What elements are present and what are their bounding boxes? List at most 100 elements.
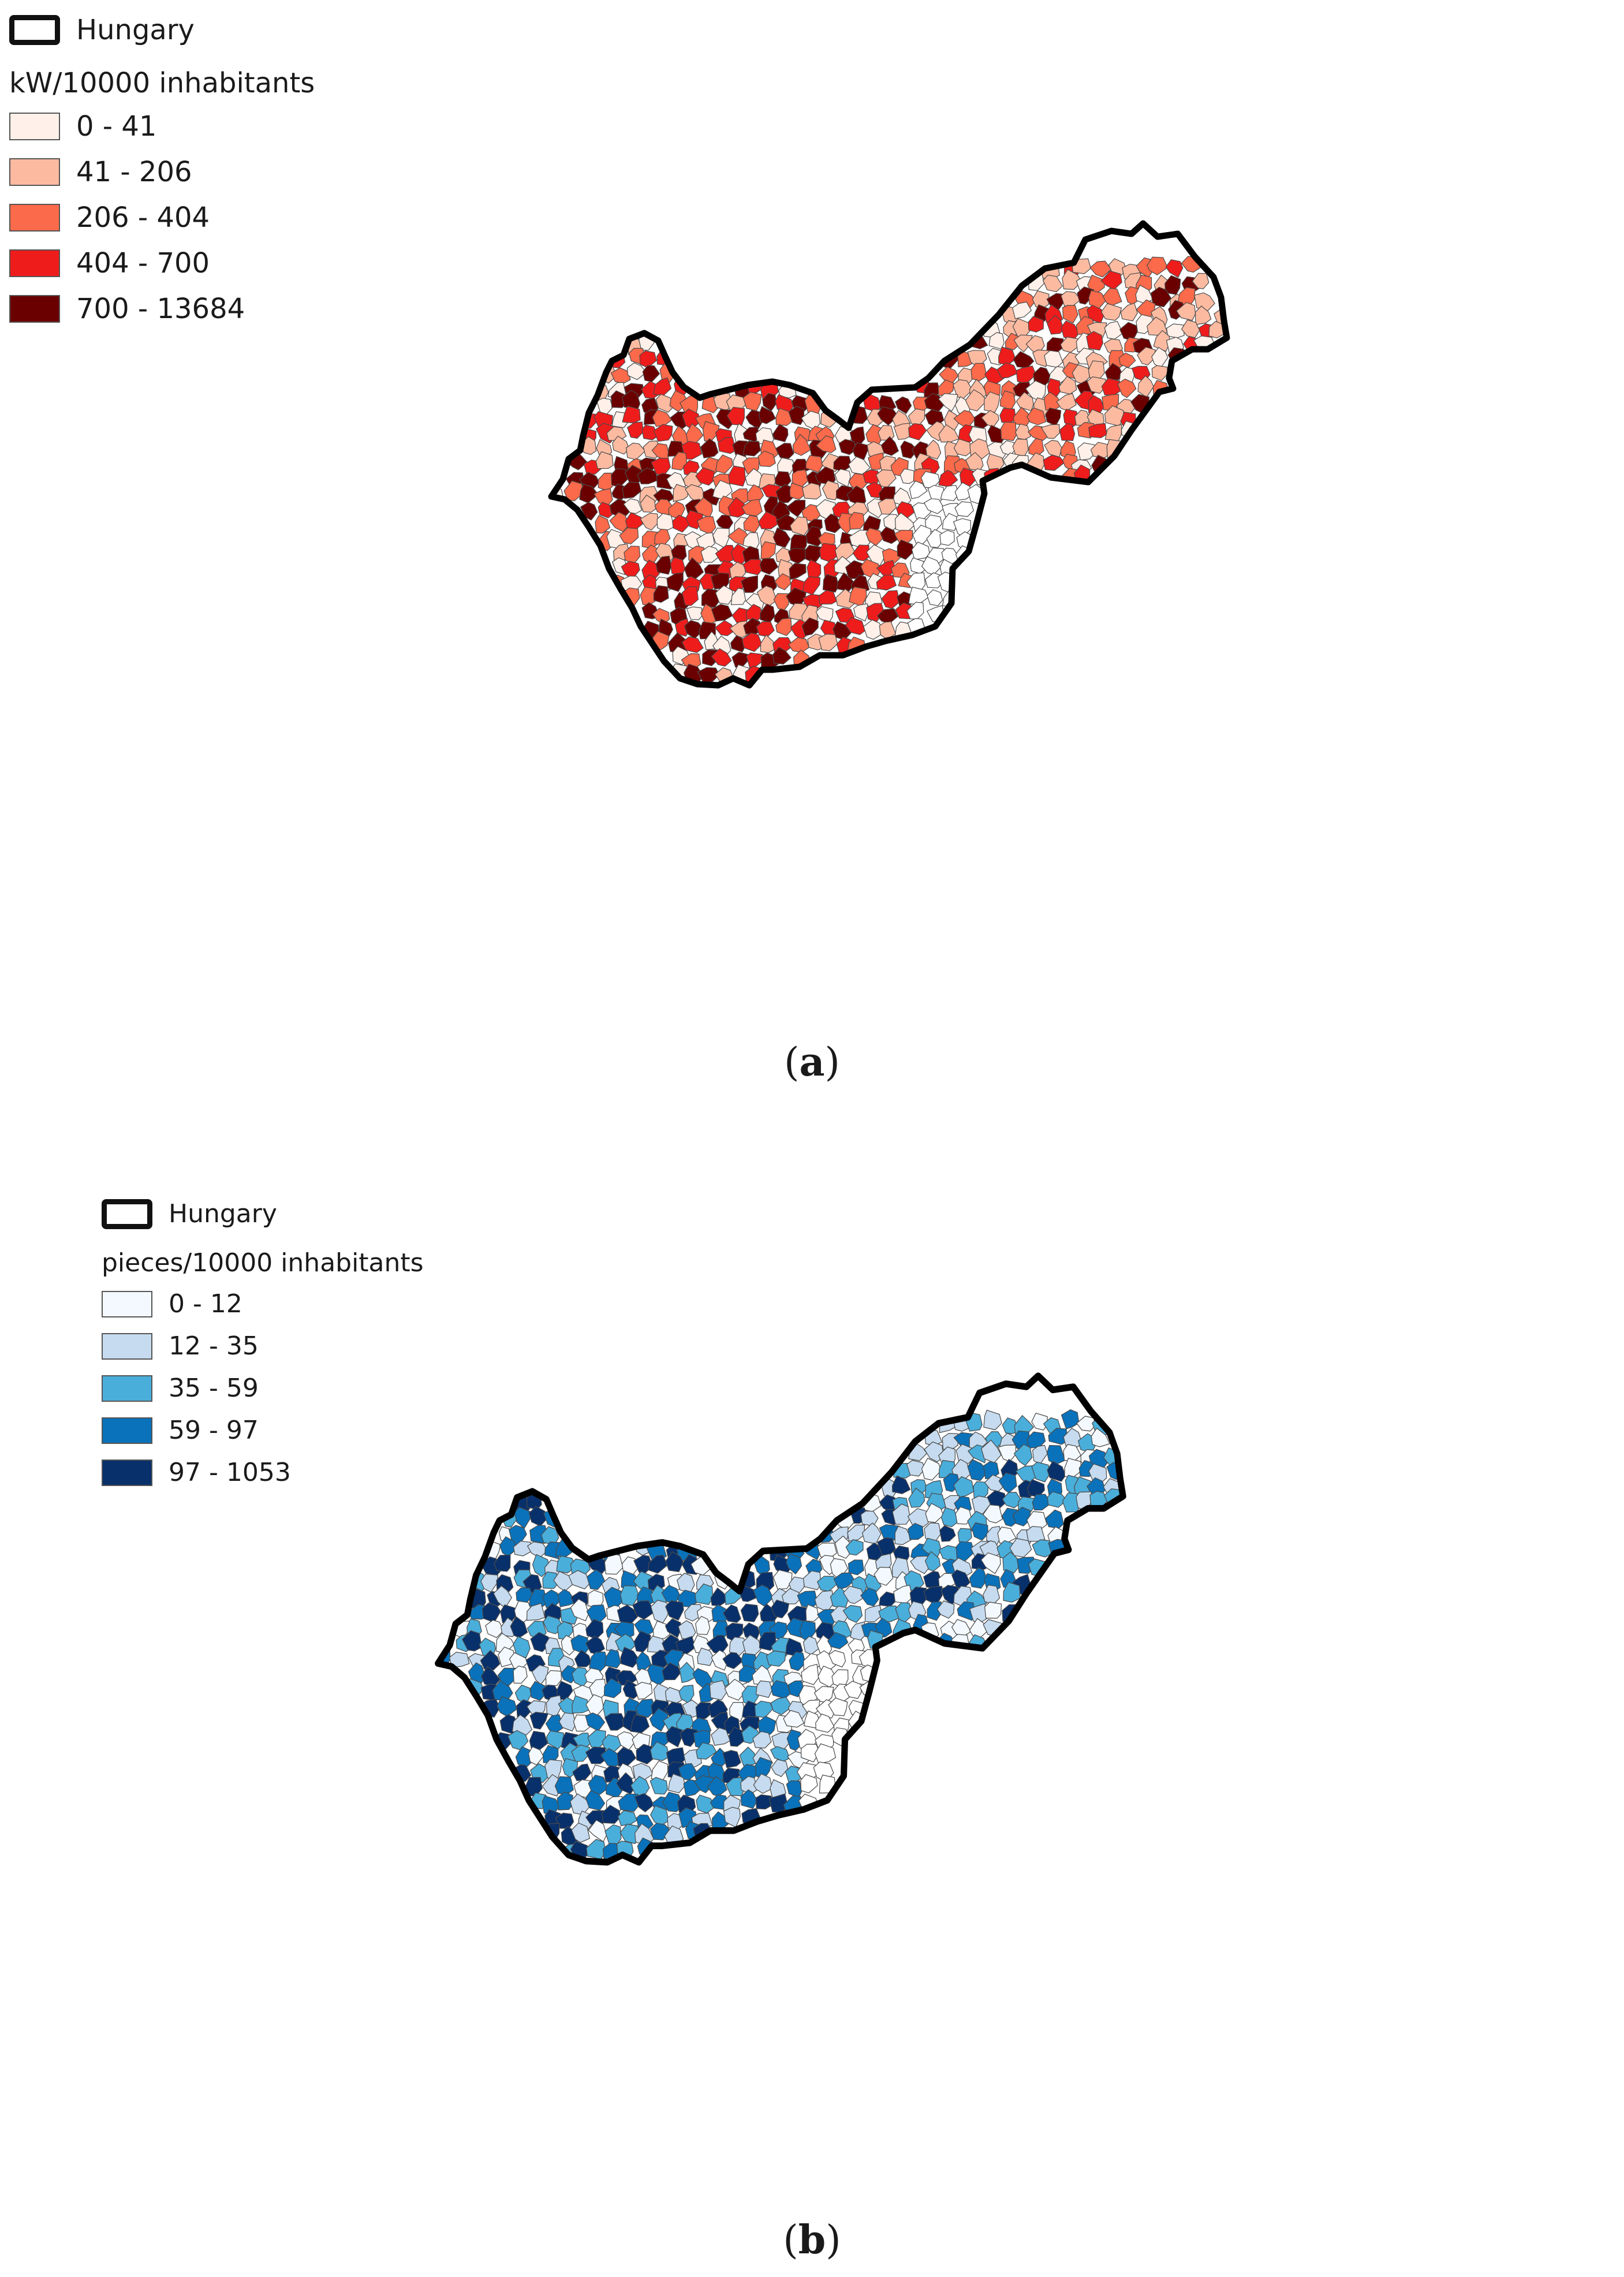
municipality-cell [726, 406, 745, 426]
municipality-cell [954, 482, 973, 501]
municipality-cell [711, 648, 732, 667]
municipality-cell [805, 1604, 819, 1622]
municipality-cell [942, 513, 958, 531]
municipality-cell [838, 439, 857, 456]
municipality-cell [679, 1662, 697, 1684]
municipality-cell [925, 1503, 944, 1523]
municipality-cell [860, 1510, 879, 1526]
municipality-cell [1028, 316, 1044, 333]
municipality-cell [746, 652, 763, 669]
municipality-cell [936, 1600, 955, 1619]
municipality-cell [998, 1472, 1017, 1494]
municipality-cell [925, 439, 942, 460]
legend-swatch [102, 1375, 152, 1402]
municipality-cell [1048, 1428, 1069, 1445]
legend-class-3: 35 - 59 [102, 1367, 424, 1409]
municipality-cell [700, 546, 722, 563]
municipality-cell [957, 1528, 972, 1544]
municipality-cell [649, 1708, 669, 1732]
municipality-cell [739, 1746, 760, 1767]
municipality-cell [620, 1585, 640, 1606]
municipality-cell [1045, 407, 1062, 427]
municipality-cells [551, 256, 1227, 685]
municipality-cell [1047, 1444, 1066, 1465]
municipality-cell [545, 1670, 562, 1686]
municipality-cell [878, 498, 897, 515]
municipality-cell [715, 454, 733, 474]
municipality-cell [1062, 268, 1082, 290]
municipality-cell [983, 1409, 1002, 1431]
municipality-cell [649, 1776, 668, 1795]
municipality-cell [655, 394, 676, 413]
municipality-cell [742, 441, 761, 457]
municipality-cell [662, 1662, 681, 1681]
municipality-cell [623, 498, 643, 514]
municipality-cell [604, 1678, 622, 1699]
municipality-cell [938, 379, 954, 396]
municipality-cell [1166, 323, 1185, 338]
municipality-cell [953, 438, 973, 457]
municipality-cell [1091, 1427, 1111, 1447]
municipality-cell [1045, 1509, 1065, 1529]
municipality-cell [1009, 1538, 1032, 1558]
municipality-cell [876, 574, 897, 591]
municipality-cell [772, 423, 789, 442]
municipality-cell [665, 1551, 684, 1573]
municipality-cell [715, 585, 733, 605]
country-border [435, 1372, 1126, 1866]
municipality-cell [512, 1714, 533, 1735]
legend-class-2: 12 - 35 [102, 1325, 424, 1367]
municipality-cell [642, 365, 660, 382]
municipality-cell [982, 1504, 1003, 1524]
municipality-cell [1059, 423, 1076, 441]
municipality-cell [771, 1599, 790, 1619]
municipality-cell [497, 1667, 516, 1686]
municipality-cell [542, 1571, 560, 1589]
figure-caption-b: (b) [783, 2217, 841, 2263]
municipality-cell [801, 1663, 819, 1685]
municipality-cell [563, 480, 585, 502]
municipality-cell [861, 1522, 882, 1544]
municipality-cell [911, 542, 930, 560]
municipality-cell [833, 1572, 856, 1590]
municipality-cell [1012, 1506, 1031, 1526]
municipality-cell [814, 1590, 835, 1612]
legend-class-label: 700 - 13684 [76, 292, 245, 325]
municipality-cell [908, 1487, 925, 1508]
municipality-cell [754, 1700, 774, 1718]
municipality-cell [955, 1506, 972, 1525]
municipality-cell [772, 647, 792, 665]
municipality-cell [758, 511, 779, 529]
municipality-cell [728, 1726, 744, 1747]
municipality-cell [640, 513, 659, 531]
municipality-cell [655, 555, 672, 575]
municipality-cell [526, 1603, 546, 1621]
municipality-cell [1077, 286, 1094, 305]
municipality-cell [740, 1603, 759, 1622]
municipality-cell [775, 617, 792, 636]
municipality-cell [786, 1729, 803, 1752]
municipality-cell [1176, 302, 1196, 321]
municipality-cell [715, 544, 738, 562]
municipality-cell [800, 1774, 818, 1794]
municipality-cell [939, 1525, 956, 1542]
municipality-cell [650, 1600, 669, 1623]
municipality-cell [571, 1822, 591, 1843]
municipality-cell [664, 1618, 682, 1638]
municipality-cell [805, 526, 823, 547]
legend-class-4: 59 - 97 [102, 1409, 424, 1451]
municipality-cell [666, 572, 684, 592]
municipality-cell [908, 408, 925, 426]
municipality-cell [696, 1742, 717, 1760]
municipality-cell [711, 1649, 729, 1671]
municipality-cell [971, 1522, 988, 1541]
municipality-cell [772, 527, 791, 548]
municipality-cell [595, 515, 611, 534]
municipality-cell [1056, 393, 1077, 411]
municipality-cell [819, 543, 839, 563]
legend-outline-row: Hungary [102, 1193, 424, 1235]
municipality-cell [843, 1681, 862, 1699]
municipality-cell [874, 1618, 893, 1638]
municipality-cell [626, 442, 646, 461]
municipality-cell [894, 1525, 913, 1546]
